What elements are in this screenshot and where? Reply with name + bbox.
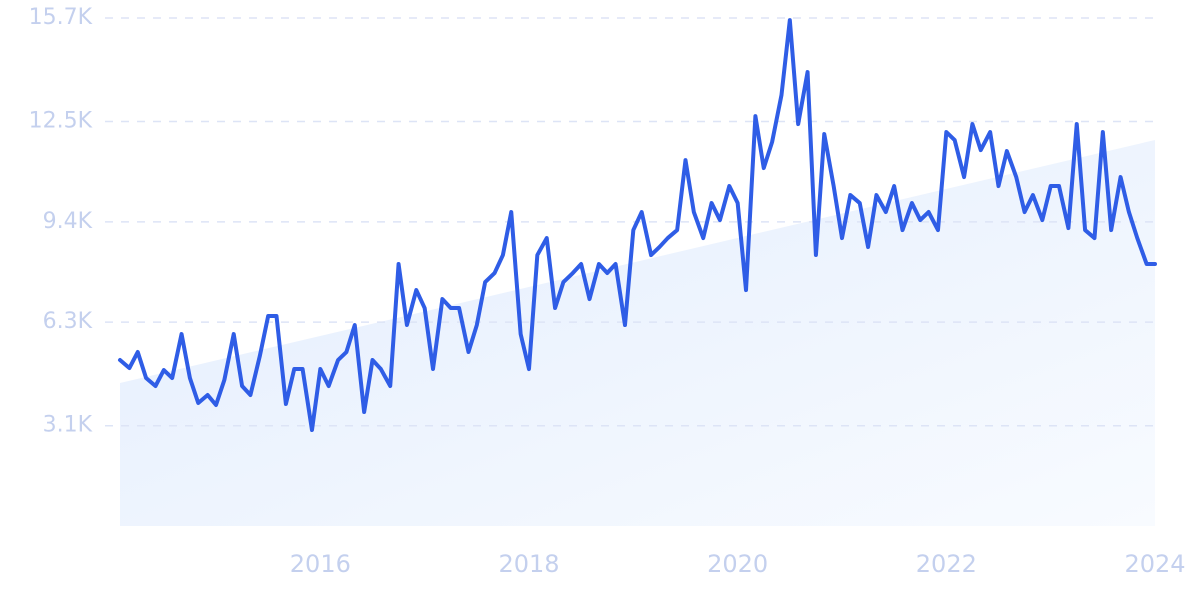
line — [118, 18, 1157, 433]
x-tick-label: 2024 — [1124, 550, 1185, 578]
x-tick-label: 2020 — [707, 550, 768, 578]
x-tick-label: 2016 — [290, 550, 351, 578]
trend-area — [120, 139, 1155, 526]
y-tick-label: 15.7K — [29, 5, 93, 30]
x-tick-label: 2018 — [498, 550, 559, 578]
y-tick-label: 9.4K — [43, 209, 93, 234]
y-tick-label: 3.1K — [43, 413, 93, 438]
y-tick-label: 12.5K — [29, 109, 93, 134]
y-tick-label: 6.3K — [43, 309, 93, 334]
x-tick-label: 2022 — [916, 550, 977, 578]
